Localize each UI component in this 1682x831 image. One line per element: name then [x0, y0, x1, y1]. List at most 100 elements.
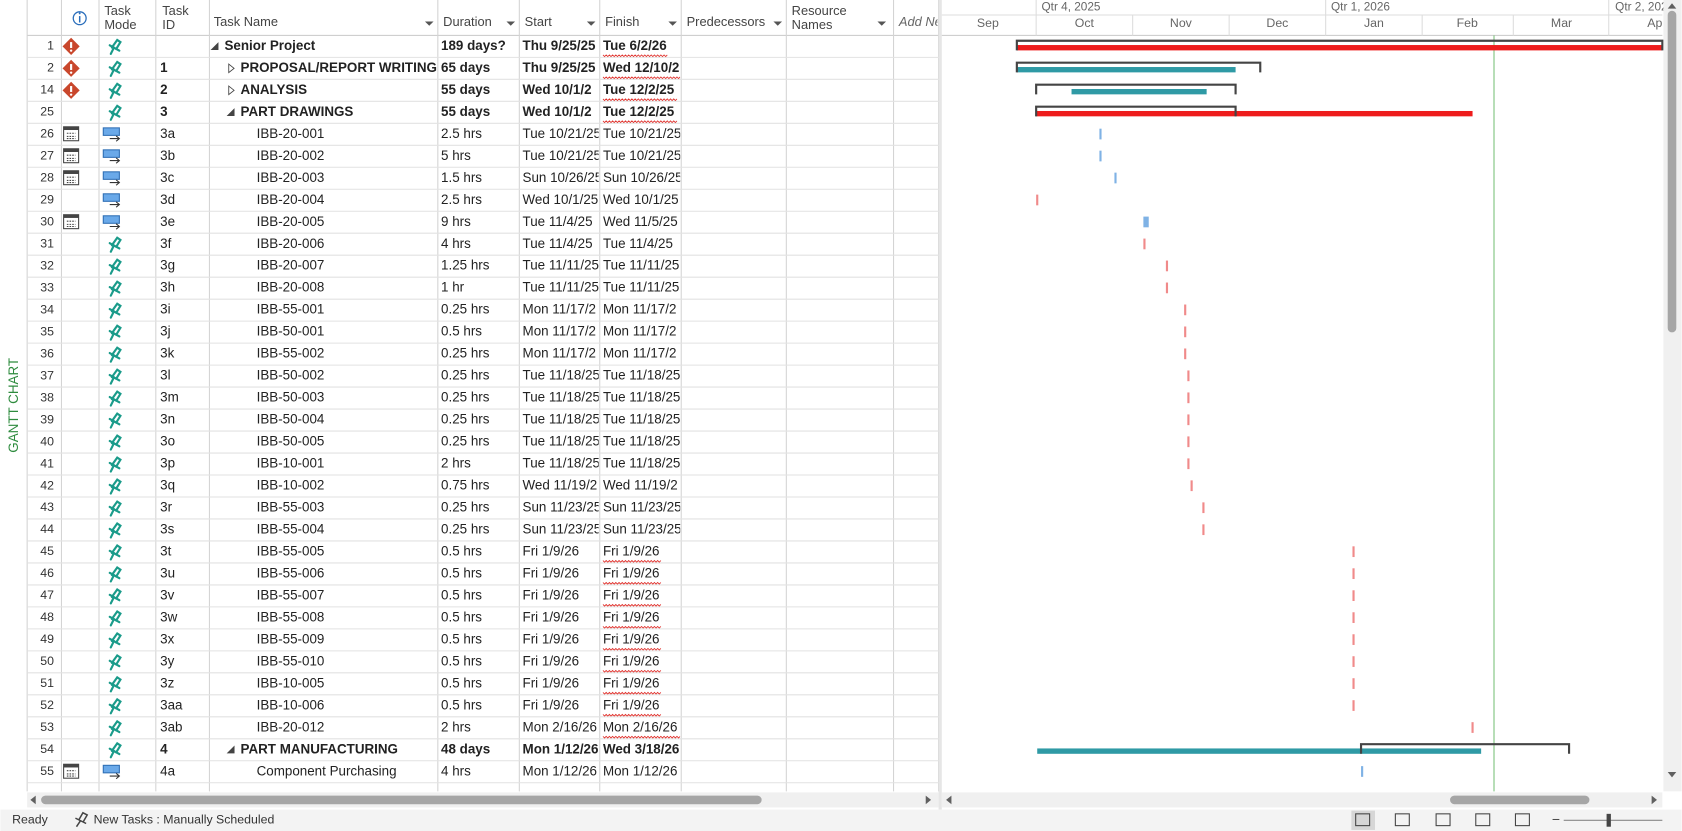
header-dropdown[interactable] [877, 21, 887, 26]
row-number: 32 [40, 258, 54, 272]
gantt-bar[interactable] [1037, 748, 1482, 754]
scroll-arrow[interactable] [1667, 3, 1677, 9]
outline-toggle[interactable] [226, 108, 235, 116]
gantt-bar[interactable] [1036, 110, 1473, 117]
gantt-bar[interactable] [1202, 524, 1205, 536]
gantt-bar[interactable] [1202, 502, 1205, 514]
column-header[interactable]: Predecessors [687, 14, 766, 29]
manual-pin-icon [108, 478, 122, 495]
status-pin-icon[interactable] [75, 811, 89, 828]
header-dropdown[interactable] [424, 21, 434, 26]
task-start: Tue 11/18/25 [523, 368, 600, 383]
spelling-underline [602, 625, 662, 629]
month-label: Feb [1457, 16, 1478, 30]
spelling-underline [602, 120, 678, 124]
manual-pin-icon [108, 500, 122, 517]
gantt-bar[interactable] [1190, 480, 1193, 492]
column-header[interactable]: Task [104, 3, 131, 18]
column-header[interactable]: Add Ne [898, 14, 942, 29]
task-start: Mon 11/17/2 [523, 302, 596, 317]
task-duration: 0.25 hrs [441, 500, 490, 515]
gantt-bar[interactable] [1187, 370, 1190, 382]
v-scrollbar-thumb[interactable] [1667, 10, 1677, 333]
scroll-arrow[interactable] [925, 795, 932, 805]
gantt-bar[interactable] [1352, 612, 1355, 623]
gantt-bar[interactable] [1016, 45, 1663, 51]
task-finish: Fri 1/9/26 [603, 565, 660, 580]
view-button[interactable] [1394, 813, 1410, 827]
gantt-bar[interactable] [1352, 678, 1355, 689]
gantt-bar[interactable] [1143, 216, 1149, 228]
gantt-bar[interactable] [1184, 326, 1187, 338]
header-dropdown[interactable] [773, 21, 783, 26]
scroll-arrow[interactable] [1651, 795, 1657, 805]
spelling-underline [602, 691, 662, 695]
header-dropdown[interactable] [506, 21, 516, 26]
outline-toggle[interactable] [228, 85, 235, 96]
gantt-bar[interactable] [1352, 546, 1355, 558]
outline-toggle[interactable] [226, 745, 235, 754]
gantt-bar[interactable] [1471, 722, 1474, 733]
task-id: 4 [160, 741, 168, 756]
gantt-bar[interactable] [1352, 656, 1355, 667]
scroll-arrow[interactable] [946, 795, 952, 805]
gantt-bar[interactable] [1016, 67, 1236, 73]
view-button[interactable] [1514, 813, 1530, 827]
gantt-bar[interactable] [1187, 414, 1190, 426]
header-dropdown[interactable] [586, 21, 596, 26]
column-header[interactable]: Start [525, 14, 553, 29]
task-name: IBB-55-003 [257, 500, 325, 515]
calendar-indicator-top [63, 764, 79, 768]
task-finish: Mon 1/12/26 [603, 763, 677, 778]
gantt-bar[interactable] [1187, 392, 1190, 404]
gantt-bar[interactable] [1352, 634, 1355, 645]
status-new-tasks[interactable]: New Tasks : Manually Scheduled [94, 813, 275, 827]
gantt-bar[interactable] [1036, 194, 1039, 206]
gantt-bar[interactable] [1071, 88, 1207, 95]
zoom-minus[interactable]: − [1552, 811, 1560, 827]
task-start: Tue 11/18/25 [523, 390, 600, 405]
task-id: 3u [160, 565, 175, 580]
column-header[interactable]: Names [792, 17, 833, 32]
row-number: 34 [40, 302, 54, 316]
view-button[interactable] [1435, 813, 1451, 827]
column-header[interactable]: Task Name [214, 14, 278, 29]
gantt-bar[interactable] [1099, 128, 1102, 140]
gantt-bar[interactable] [1352, 568, 1355, 580]
gantt-bar[interactable] [1184, 304, 1187, 316]
scroll-arrow[interactable] [1667, 772, 1677, 778]
column-header[interactable]: Mode [104, 17, 136, 32]
view-button[interactable] [1475, 813, 1491, 827]
gantt-bar[interactable] [1187, 458, 1190, 470]
header-dropdown[interactable] [668, 21, 677, 26]
task-finish: Fri 1/9/26 [603, 543, 660, 558]
gantt-bar[interactable] [1143, 238, 1146, 250]
outline-toggle[interactable] [210, 42, 219, 51]
column-header[interactable]: Resource [792, 3, 847, 18]
h-scrollbar-thumb[interactable] [41, 795, 762, 805]
task-id: 3e [160, 214, 175, 229]
gantt-bar[interactable] [1165, 282, 1169, 294]
gantt-bar[interactable] [1099, 150, 1102, 162]
column-header[interactable]: Finish [605, 14, 639, 29]
view-button[interactable] [1355, 813, 1371, 827]
column-header[interactable]: ID [162, 17, 175, 32]
h-scrollbar-thumb[interactable] [1450, 795, 1590, 805]
gantt-bar[interactable] [1165, 260, 1169, 272]
gantt-bar[interactable] [1352, 590, 1355, 602]
column-header[interactable]: Duration [443, 14, 492, 29]
manual-pin-icon [108, 302, 122, 319]
gantt-bar[interactable] [1114, 172, 1117, 184]
row-number: 46 [40, 566, 54, 580]
task-id: 3c [160, 170, 174, 185]
gantt-bar[interactable] [1352, 700, 1355, 711]
zoom-thumb[interactable] [1606, 813, 1611, 827]
task-name: IBB-50-001 [257, 324, 325, 339]
column-header[interactable]: Task [162, 3, 189, 18]
outline-toggle[interactable] [228, 63, 235, 74]
gantt-bar[interactable] [1187, 436, 1190, 448]
gantt-bar[interactable] [1361, 766, 1364, 777]
gantt-bar[interactable] [1184, 348, 1187, 360]
manual-pin-icon [108, 609, 122, 627]
scroll-arrow[interactable] [30, 795, 36, 805]
